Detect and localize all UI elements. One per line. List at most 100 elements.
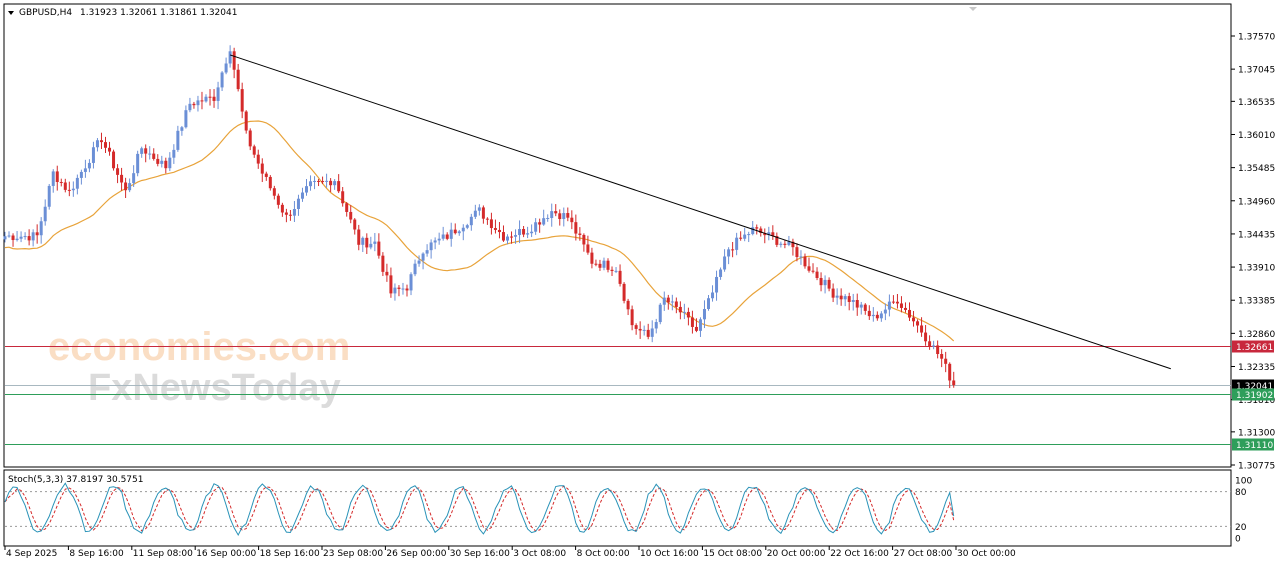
candle-body [514,235,518,237]
candle-body [349,211,353,220]
candle-body [497,229,501,233]
candle-body [823,279,827,286]
resistance-line-tag [1232,340,1274,353]
candle-body [232,51,236,70]
candle-body [401,288,405,290]
time-tick-label: 30 Sep 16:00 [450,549,510,559]
candle-body [437,238,441,241]
time-tick-label: 4 Sep 2025 [6,549,57,559]
time-tick-label: 22 Oct 16:00 [830,549,889,559]
symbol-dropdown-icon[interactable] [8,11,14,15]
candle-body [887,301,891,310]
candle-body [859,304,863,308]
candle-body [658,304,662,323]
candle-body [847,296,851,302]
trendline[interactable] [229,54,1171,370]
candle-body [116,168,120,175]
candle-body [345,203,349,212]
time-tick-label: 20 Oct 00:00 [767,549,826,559]
support-line-1-tag [1232,388,1274,401]
candle-body [67,189,71,191]
candle-body [3,236,7,240]
candle-body [755,227,759,229]
candle-body [353,219,357,230]
candle-body [132,173,136,184]
candle-body [27,236,31,241]
candle-body [670,301,674,303]
time-tick-label: 30 Oct 00:00 [957,549,1016,559]
chart-shift-icon[interactable] [969,7,977,11]
candle-body [493,228,497,230]
candle-body [506,236,509,241]
candle-body [184,110,188,128]
candle-body [916,321,920,326]
candle-body [445,234,449,239]
candle-body [895,301,899,304]
candle-body [377,241,381,256]
candle-body [409,274,413,291]
candle-body [300,192,304,199]
candle-body [172,149,176,158]
price-tick-label: 1.37570 [1238,33,1275,43]
candle-body [216,87,220,101]
candle-body [43,206,47,222]
candle-body [815,271,819,278]
candle-body [284,212,288,215]
time-tick-label: 8 Sep 16:00 [69,549,124,559]
time-tick-label: 16 Sep 00:00 [196,549,256,559]
candle-body [678,306,682,313]
candle-body [634,325,638,329]
candle-body [606,260,610,270]
candle-body [582,234,586,245]
candle-body [144,148,148,154]
candle-body [783,243,787,245]
candle-body [87,162,91,169]
time-tick-label: 15 Oct 08:00 [703,549,762,559]
candle-body [489,219,493,229]
candle-body [15,238,19,241]
candle-body [763,232,767,236]
candle-body [75,177,79,189]
candle-body [228,51,232,64]
candle-body [550,211,554,218]
candle-body [908,309,911,318]
candle-body [393,287,397,294]
candle-body [55,171,59,183]
candle-body [879,313,883,319]
time-tick-label: 23 Sep 08:00 [323,549,383,559]
candle-body [863,304,867,311]
candle-body [702,308,706,320]
candle-body [95,140,99,148]
candle-body [276,195,280,205]
candle-body [236,69,240,90]
candle-body [59,182,63,184]
time-tick-label: 26 Sep 00:00 [386,549,446,559]
candle-body [654,322,658,329]
stoch-panel-frame [3,469,1232,547]
candle-body [501,232,505,241]
candle-body [731,249,735,251]
candle-body [7,235,11,237]
candle-body [795,247,799,257]
candle-body [566,213,570,218]
candle-body [779,243,783,245]
candle-body [920,325,924,333]
candle-body [534,222,538,232]
candle-body [799,256,803,258]
candle-body [168,157,172,169]
candle-body [707,298,710,309]
candle-body [574,222,578,234]
candle-body [91,147,95,163]
price-tick-label: 1.32860 [1238,330,1275,340]
candle-body [928,341,932,347]
candle-body [690,317,694,327]
candle-body [309,181,313,187]
candle-body [578,233,582,235]
candle-body [715,276,719,293]
candle-body [164,160,168,169]
candle-body [626,300,630,310]
price-tick-label: 1.33910 [1238,264,1275,274]
candle-body [441,234,445,239]
